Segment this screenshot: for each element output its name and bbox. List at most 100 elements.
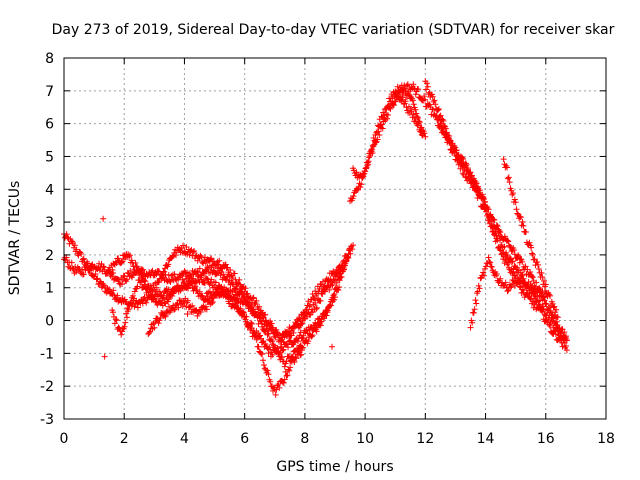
data-point: [531, 256, 538, 263]
data-point: [527, 269, 534, 276]
data-point: [255, 343, 262, 350]
data-point: [377, 121, 384, 128]
data-point: [313, 328, 320, 335]
data-point: [552, 331, 559, 338]
data-point: [240, 309, 247, 316]
data-point: [350, 193, 357, 200]
data-point: [301, 310, 308, 317]
data-point: [190, 287, 197, 294]
data-point: [284, 331, 291, 338]
data-point: [415, 120, 422, 127]
data-point: [483, 208, 490, 215]
data-point: [116, 280, 123, 287]
data-point: [192, 283, 199, 290]
data-point: [69, 265, 76, 272]
data-point: [326, 286, 333, 293]
data-point: [516, 283, 523, 290]
data-point: [121, 323, 128, 330]
data-point: [223, 265, 230, 272]
data-point: [202, 303, 209, 310]
y-tick-label: 8: [45, 51, 54, 67]
x-tick-label: 14: [477, 431, 495, 447]
data-point: [373, 129, 380, 136]
data-point: [561, 329, 568, 336]
data-point: [317, 322, 324, 329]
data-point: [223, 293, 230, 300]
data-point: [418, 131, 425, 138]
data-point: [173, 252, 180, 259]
data-point: [415, 86, 422, 93]
data-point: [514, 210, 521, 217]
data-point: [147, 283, 154, 290]
data-point: [480, 203, 487, 210]
x-tick-label: 0: [60, 431, 69, 447]
data-point: [186, 304, 193, 311]
data-point: [257, 335, 264, 342]
data-point: [112, 316, 119, 323]
data-point: [264, 367, 271, 374]
data-point: [488, 223, 495, 230]
data-point: [293, 322, 300, 329]
data-point: [390, 101, 397, 108]
data-point: [511, 247, 518, 254]
data-point: [265, 350, 272, 357]
data-point: [423, 80, 430, 87]
outlier-point: [328, 343, 335, 350]
data-point: [287, 364, 294, 371]
data-point: [347, 250, 354, 257]
data-point: [504, 237, 511, 244]
data-point: [505, 259, 512, 266]
data-point: [165, 261, 172, 268]
data-point: [459, 161, 466, 168]
data-point: [152, 318, 159, 325]
data-point: [234, 295, 241, 302]
data-point: [308, 333, 315, 340]
data-point: [128, 257, 135, 264]
data-point: [522, 229, 529, 236]
data-point: [465, 175, 472, 182]
data-point: [490, 216, 497, 223]
data-point: [535, 261, 542, 268]
tick-marks-layer: [63, 57, 607, 420]
data-point: [271, 333, 278, 340]
data-point: [435, 105, 442, 112]
data-point: [203, 306, 210, 313]
data-point: [134, 304, 141, 311]
data-point: [357, 184, 364, 191]
y-tick-label: 0: [45, 314, 54, 330]
data-point: [344, 254, 351, 261]
data-point: [196, 288, 203, 295]
data-point: [324, 309, 331, 316]
data-point: [346, 247, 353, 254]
data-point: [171, 306, 178, 313]
data-point: [252, 331, 259, 338]
data-point: [378, 113, 385, 120]
data-point: [513, 206, 520, 213]
data-point: [175, 304, 182, 311]
data-point: [305, 338, 312, 345]
data-point: [369, 142, 376, 149]
data-point: [241, 314, 248, 321]
data-point: [365, 158, 372, 165]
data-point: [496, 246, 503, 253]
data-point: [114, 276, 121, 283]
data-point: [214, 288, 221, 295]
data-point: [472, 185, 479, 192]
data-point: [118, 259, 125, 266]
data-point: [114, 292, 121, 299]
data-point: [490, 227, 497, 234]
data-point: [485, 254, 492, 261]
data-point: [236, 291, 243, 298]
data-point: [327, 302, 334, 309]
data-point: [403, 104, 410, 111]
data-point: [481, 198, 488, 205]
data-point: [442, 131, 449, 138]
data-point: [227, 267, 234, 274]
data-point: [529, 274, 536, 281]
data-point: [515, 252, 522, 259]
y-tick-labels: -3 -2 -1 0 1 2 3 4 5 6 7 8: [40, 51, 54, 428]
x-tick-label: 10: [356, 431, 374, 447]
data-point: [473, 300, 480, 307]
data-point: [285, 344, 292, 351]
data-point: [379, 125, 386, 132]
